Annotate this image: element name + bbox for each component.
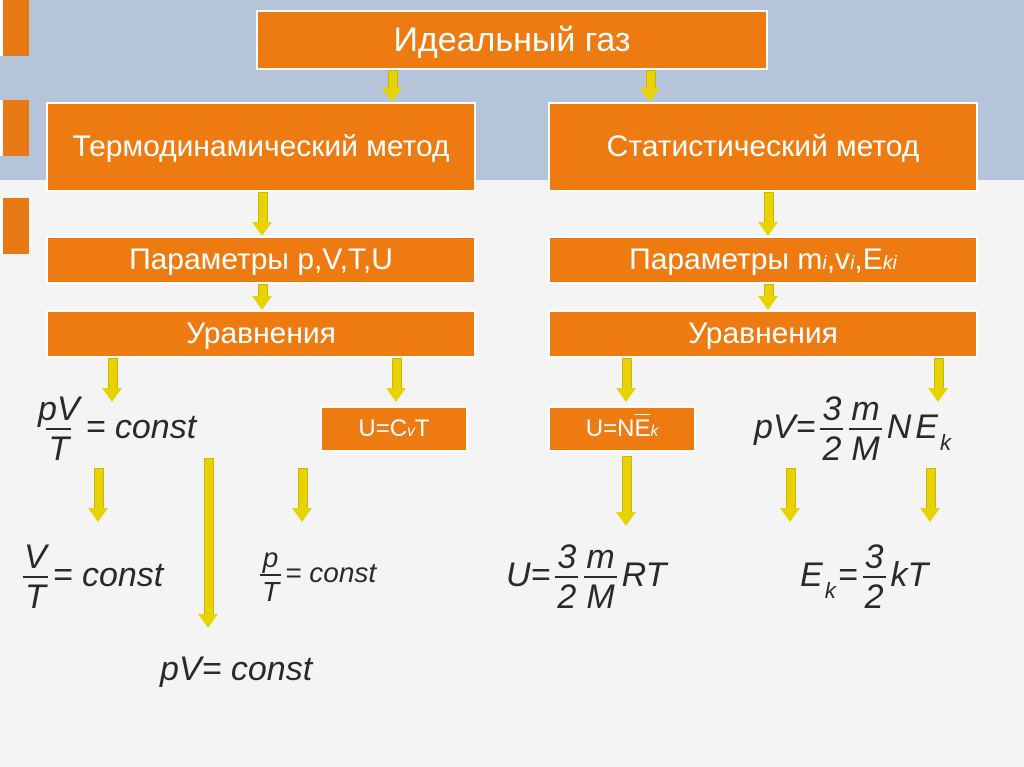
arrow-3 (758, 192, 778, 236)
box-params_r: Параметры mi,vi,Eki (548, 236, 978, 284)
formula-pvT_const: pVT= const (36, 392, 196, 466)
arrow-11 (198, 458, 218, 628)
arrow-13 (616, 456, 636, 526)
formula-U_32_mM_RT: U=32mMRT (504, 540, 668, 614)
sidebar-rect-1 (0, 100, 29, 156)
formula-vT_const: VT= const (22, 540, 163, 614)
box-ucvt: U=CvT (320, 406, 468, 452)
sidebar-rect-0 (0, 0, 29, 56)
formula-pT_const: pT= const (260, 544, 376, 606)
arrow-7 (386, 358, 406, 402)
box-stat: Статистический метод (548, 102, 978, 192)
arrow-4 (252, 284, 272, 310)
arrow-5 (758, 284, 778, 310)
box-title: Идеальный газ (256, 10, 768, 70)
formula-pv_const: pV= const (160, 650, 312, 689)
box-thermo: Термодинамический метод (46, 102, 476, 192)
arrow-0 (382, 70, 402, 102)
arrow-8 (616, 358, 636, 402)
arrow-1 (640, 70, 660, 102)
box-eqs_l: Уравнения (46, 310, 476, 358)
box-params_l: Параметры p,V,T,U (46, 236, 476, 284)
arrow-2 (252, 192, 272, 236)
sidebar-rect-2 (0, 198, 29, 254)
box-eqs_r: Уравнения (548, 310, 978, 358)
diagram-canvas: Идеальный газ Термодинамический метод Стат… (0, 0, 1024, 767)
formula-Ek_32_kT: Ek=32kT (798, 540, 930, 614)
arrow-15 (920, 468, 940, 522)
box-unek: U=NEk (548, 406, 696, 452)
arrow-10 (88, 468, 108, 522)
arrow-12 (292, 468, 312, 522)
formula-pV_32_mM_NEk: pV=32mMNEk (752, 392, 951, 466)
arrow-14 (780, 468, 800, 522)
